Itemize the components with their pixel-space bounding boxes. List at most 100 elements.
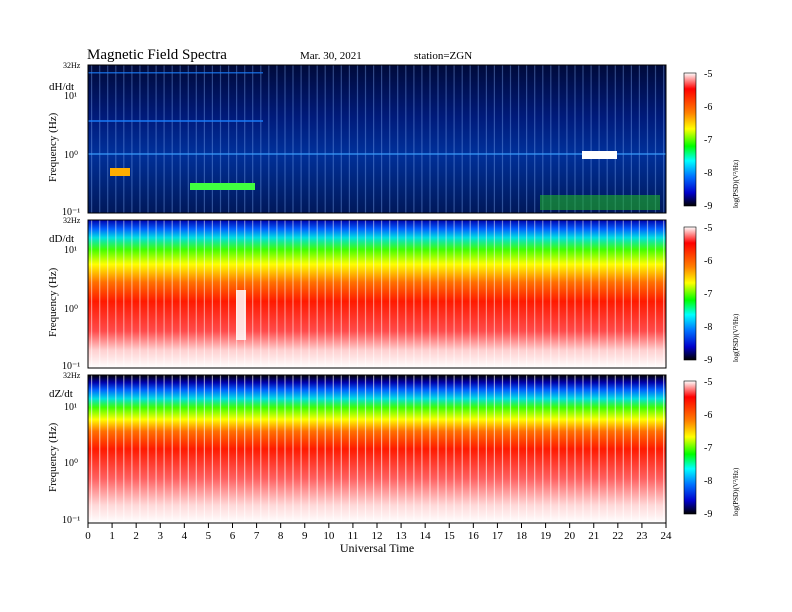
interference-stripe — [413, 220, 415, 368]
interference-stripe — [663, 375, 665, 523]
low-frequency-gap — [236, 290, 246, 340]
interference-stripe — [477, 375, 479, 523]
interference-stripe — [292, 65, 294, 213]
interference-stripe — [179, 220, 181, 368]
interference-stripe — [187, 220, 189, 368]
interference-stripe — [147, 65, 149, 213]
interference-stripe — [646, 375, 649, 523]
interference-stripe — [389, 375, 391, 523]
interference-stripe — [373, 220, 375, 368]
interference-stripe — [139, 375, 141, 523]
x-tick-label: 18 — [516, 530, 528, 542]
colorbar-tick-label: -7 — [704, 443, 712, 454]
interference-stripe — [276, 375, 278, 523]
x-tick-label: 10 — [323, 530, 335, 542]
y-tick-label: 10⁰ — [64, 150, 78, 161]
interference-stripe — [574, 65, 576, 213]
interference-stripe — [115, 220, 117, 368]
interference-stripe — [542, 220, 544, 368]
interference-stripe — [316, 65, 318, 213]
interference-stripe — [356, 65, 359, 213]
figure-title: Magnetic Field Spectra — [87, 47, 227, 63]
x-tick-label: 19 — [540, 530, 552, 542]
y-tick-label: 10¹ — [64, 245, 77, 256]
interference-stripe — [477, 65, 479, 213]
interference-stripe — [332, 375, 334, 523]
interference-stripe — [276, 220, 278, 368]
x-tick-label: 15 — [444, 530, 456, 542]
x-axis: 0 1 2 3 4 5 6 7 8 9 10 11 12 13 14 15 16 17 18 19 20 21 22 23 24 — [85, 523, 672, 542]
interference-stripe — [316, 220, 318, 368]
narrowband-line — [88, 120, 263, 122]
interference-stripe — [244, 65, 246, 213]
colorbar-tick-label: -7 — [704, 289, 712, 300]
interference-stripe — [228, 220, 230, 368]
x-tick-label: 17 — [492, 530, 504, 542]
panel-dh-dt: 32Hz dH/dt 10¹ 10⁰ 10⁻¹ Frequency (Hz) -… — [47, 61, 740, 218]
interference-stripe — [308, 220, 310, 368]
y-top-label: 32Hz — [63, 216, 81, 225]
interference-stripe — [638, 220, 640, 368]
interference-stripe — [332, 220, 334, 368]
interference-stripe — [300, 375, 302, 523]
interference-stripe — [236, 375, 238, 523]
interference-stripe — [373, 65, 375, 213]
interference-stripe — [324, 375, 326, 523]
colorbar — [683, 226, 697, 361]
interference-stripe — [179, 375, 181, 523]
interference-stripe — [582, 65, 584, 213]
interference-stripe — [413, 375, 415, 523]
interference-stripe — [300, 220, 302, 368]
y-axis-label: Frequency (Hz) — [47, 422, 59, 492]
x-tick-label: 9 — [302, 530, 308, 542]
interference-stripe — [203, 65, 205, 213]
interference-stripe — [405, 375, 407, 523]
interference-stripe — [139, 65, 141, 213]
interference-stripe — [413, 65, 415, 213]
y-tick-label: 10⁻¹ — [62, 361, 80, 372]
colorbar — [683, 72, 697, 207]
interference-stripe — [211, 220, 213, 368]
interference-stripe — [598, 220, 600, 368]
x-tick-label: 20 — [564, 530, 576, 542]
component-label: dD/dt — [49, 233, 74, 245]
interference-stripe — [534, 375, 536, 523]
x-tick-label: 7 — [254, 530, 260, 542]
interference-stripe — [268, 65, 270, 213]
burst-patch — [540, 195, 660, 210]
interference-stripe — [445, 65, 447, 213]
interference-stripe — [155, 220, 157, 368]
colorbar-tick-label: -5 — [704, 377, 712, 388]
interference-stripe — [195, 220, 197, 368]
interference-stripe — [622, 220, 624, 368]
y-top-label: 32Hz — [63, 61, 81, 70]
component-label: dH/dt — [49, 81, 74, 93]
interference-stripe — [534, 220, 536, 368]
interference-stripe — [405, 220, 407, 368]
interference-stripe — [469, 375, 471, 523]
interference-stripe — [163, 65, 165, 213]
interference-stripe — [260, 375, 262, 523]
interference-stripe — [131, 220, 133, 368]
interference-stripe — [509, 65, 512, 213]
x-tick-label: 3 — [158, 530, 164, 542]
y-axis-label: Frequency (Hz) — [47, 267, 59, 337]
interference-stripe — [211, 375, 213, 523]
interference-stripe — [155, 375, 157, 523]
interference-stripe — [373, 375, 375, 523]
interference-stripe — [219, 375, 222, 523]
interference-stripe — [461, 65, 463, 213]
burst-patch — [582, 151, 617, 159]
interference-stripe — [348, 375, 350, 523]
colorbar-tick-label: -6 — [704, 102, 712, 113]
interference-stripe — [566, 65, 568, 213]
x-tick-label: 2 — [133, 530, 139, 542]
colorbar-tick-label: -9 — [704, 201, 712, 212]
interference-stripe — [99, 375, 101, 523]
interference-stripe — [646, 220, 649, 368]
interference-stripe — [630, 65, 632, 213]
colorbar-label: log(PSD)(V²/Hz) — [732, 159, 740, 208]
interference-stripe — [501, 375, 504, 523]
y-top-label: 32Hz — [63, 371, 81, 380]
